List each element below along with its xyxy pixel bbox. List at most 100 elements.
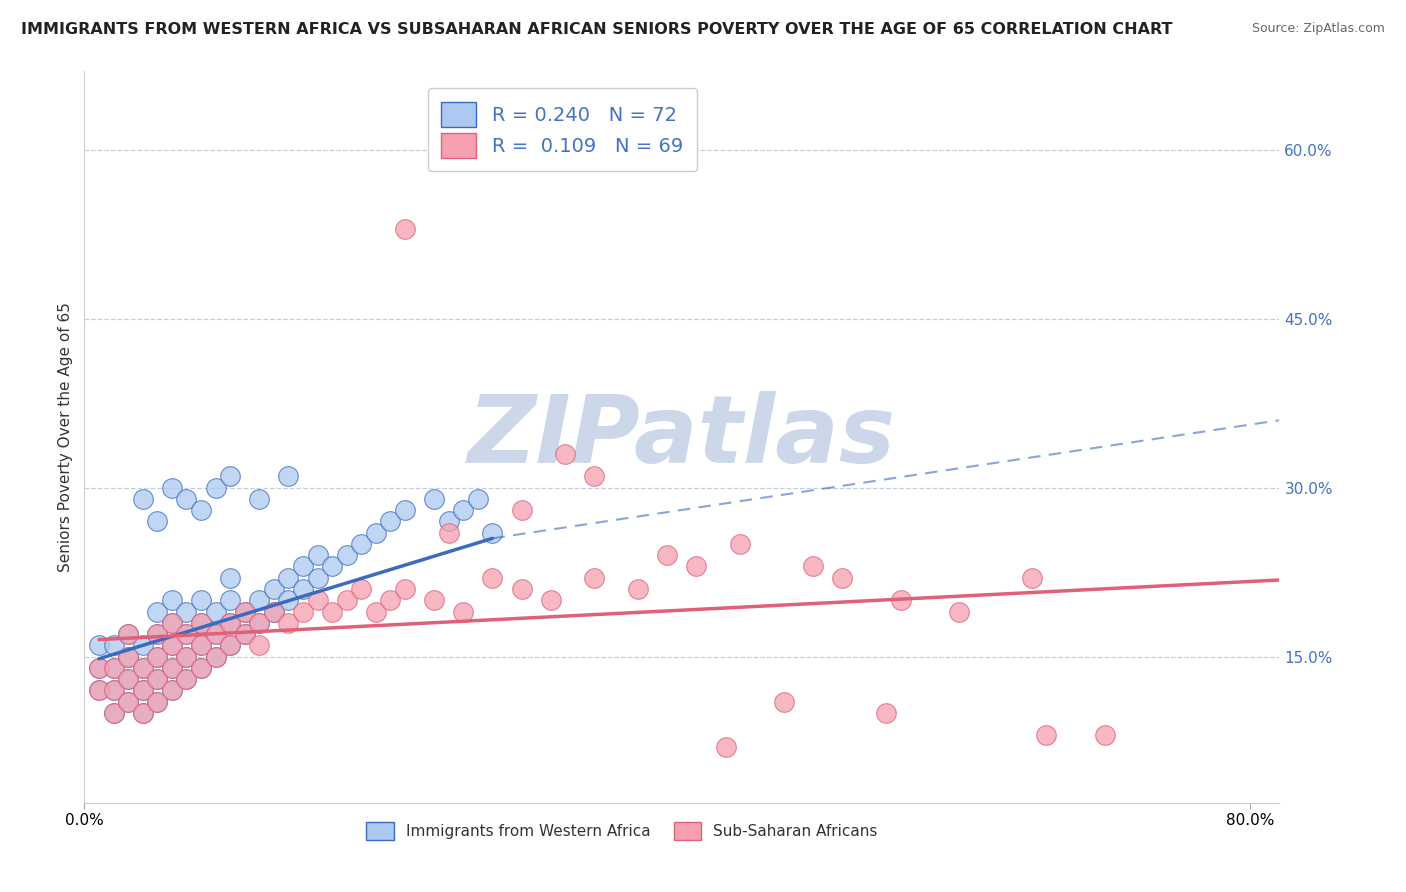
Point <box>117 672 139 686</box>
Point <box>380 515 402 529</box>
Point <box>453 605 475 619</box>
Point <box>714 739 737 754</box>
Point <box>190 615 212 630</box>
Point <box>307 548 329 562</box>
Point <box>219 615 242 630</box>
Point <box>117 627 139 641</box>
Point <box>146 627 169 641</box>
Point <box>160 683 183 698</box>
Point <box>117 694 139 708</box>
Point <box>307 571 329 585</box>
Point <box>583 571 606 585</box>
Point <box>117 694 139 708</box>
Point <box>657 548 679 562</box>
Point <box>117 627 139 641</box>
Point <box>481 571 503 585</box>
Point <box>103 638 125 652</box>
Point <box>685 559 707 574</box>
Point <box>160 661 183 675</box>
Point <box>117 649 139 664</box>
Point <box>160 593 183 607</box>
Point <box>1021 571 1043 585</box>
Point <box>233 605 256 619</box>
Point <box>160 638 183 652</box>
Point <box>103 683 125 698</box>
Point <box>190 661 212 675</box>
Point <box>131 661 153 675</box>
Point <box>627 582 650 596</box>
Point <box>204 649 226 664</box>
Point <box>583 469 606 483</box>
Point <box>889 593 911 607</box>
Point <box>146 515 169 529</box>
Legend: Immigrants from Western Africa, Sub-Saharan Africans: Immigrants from Western Africa, Sub-Saha… <box>360 815 884 847</box>
Point <box>204 627 226 641</box>
Point <box>233 605 256 619</box>
Point <box>350 582 373 596</box>
Point <box>263 605 285 619</box>
Point <box>481 525 503 540</box>
Point <box>176 627 198 641</box>
Point <box>453 503 475 517</box>
Point <box>131 683 153 698</box>
Point <box>423 491 446 506</box>
Point <box>437 525 460 540</box>
Point <box>291 582 314 596</box>
Point <box>394 503 416 517</box>
Point <box>219 615 242 630</box>
Point <box>831 571 853 585</box>
Point <box>87 683 110 698</box>
Point <box>160 683 183 698</box>
Point <box>131 491 153 506</box>
Point <box>277 571 299 585</box>
Point <box>146 694 169 708</box>
Point <box>247 491 270 506</box>
Point <box>263 582 285 596</box>
Point <box>233 627 256 641</box>
Point <box>321 605 343 619</box>
Point <box>336 593 359 607</box>
Point <box>87 661 110 675</box>
Point <box>364 525 387 540</box>
Point <box>728 537 751 551</box>
Point <box>117 649 139 664</box>
Point <box>219 469 242 483</box>
Point <box>176 649 198 664</box>
Point <box>131 706 153 720</box>
Point <box>307 593 329 607</box>
Point <box>103 706 125 720</box>
Point <box>1035 728 1057 742</box>
Point <box>321 559 343 574</box>
Point <box>146 649 169 664</box>
Point <box>510 503 533 517</box>
Point <box>540 593 562 607</box>
Point <box>350 537 373 551</box>
Point <box>801 559 824 574</box>
Text: ZIPatlas: ZIPatlas <box>468 391 896 483</box>
Point <box>875 706 897 720</box>
Point <box>190 661 212 675</box>
Point <box>176 627 198 641</box>
Point <box>336 548 359 562</box>
Point <box>87 661 110 675</box>
Point <box>103 683 125 698</box>
Point <box>160 615 183 630</box>
Point <box>190 615 212 630</box>
Point <box>247 593 270 607</box>
Point <box>190 503 212 517</box>
Point <box>219 638 242 652</box>
Point <box>146 672 169 686</box>
Point <box>380 593 402 607</box>
Point <box>219 638 242 652</box>
Point <box>131 638 153 652</box>
Point <box>204 649 226 664</box>
Point <box>103 706 125 720</box>
Point <box>394 582 416 596</box>
Point <box>190 593 212 607</box>
Point <box>103 661 125 675</box>
Point <box>1094 728 1116 742</box>
Point <box>247 615 270 630</box>
Point <box>219 593 242 607</box>
Point <box>176 672 198 686</box>
Point <box>160 481 183 495</box>
